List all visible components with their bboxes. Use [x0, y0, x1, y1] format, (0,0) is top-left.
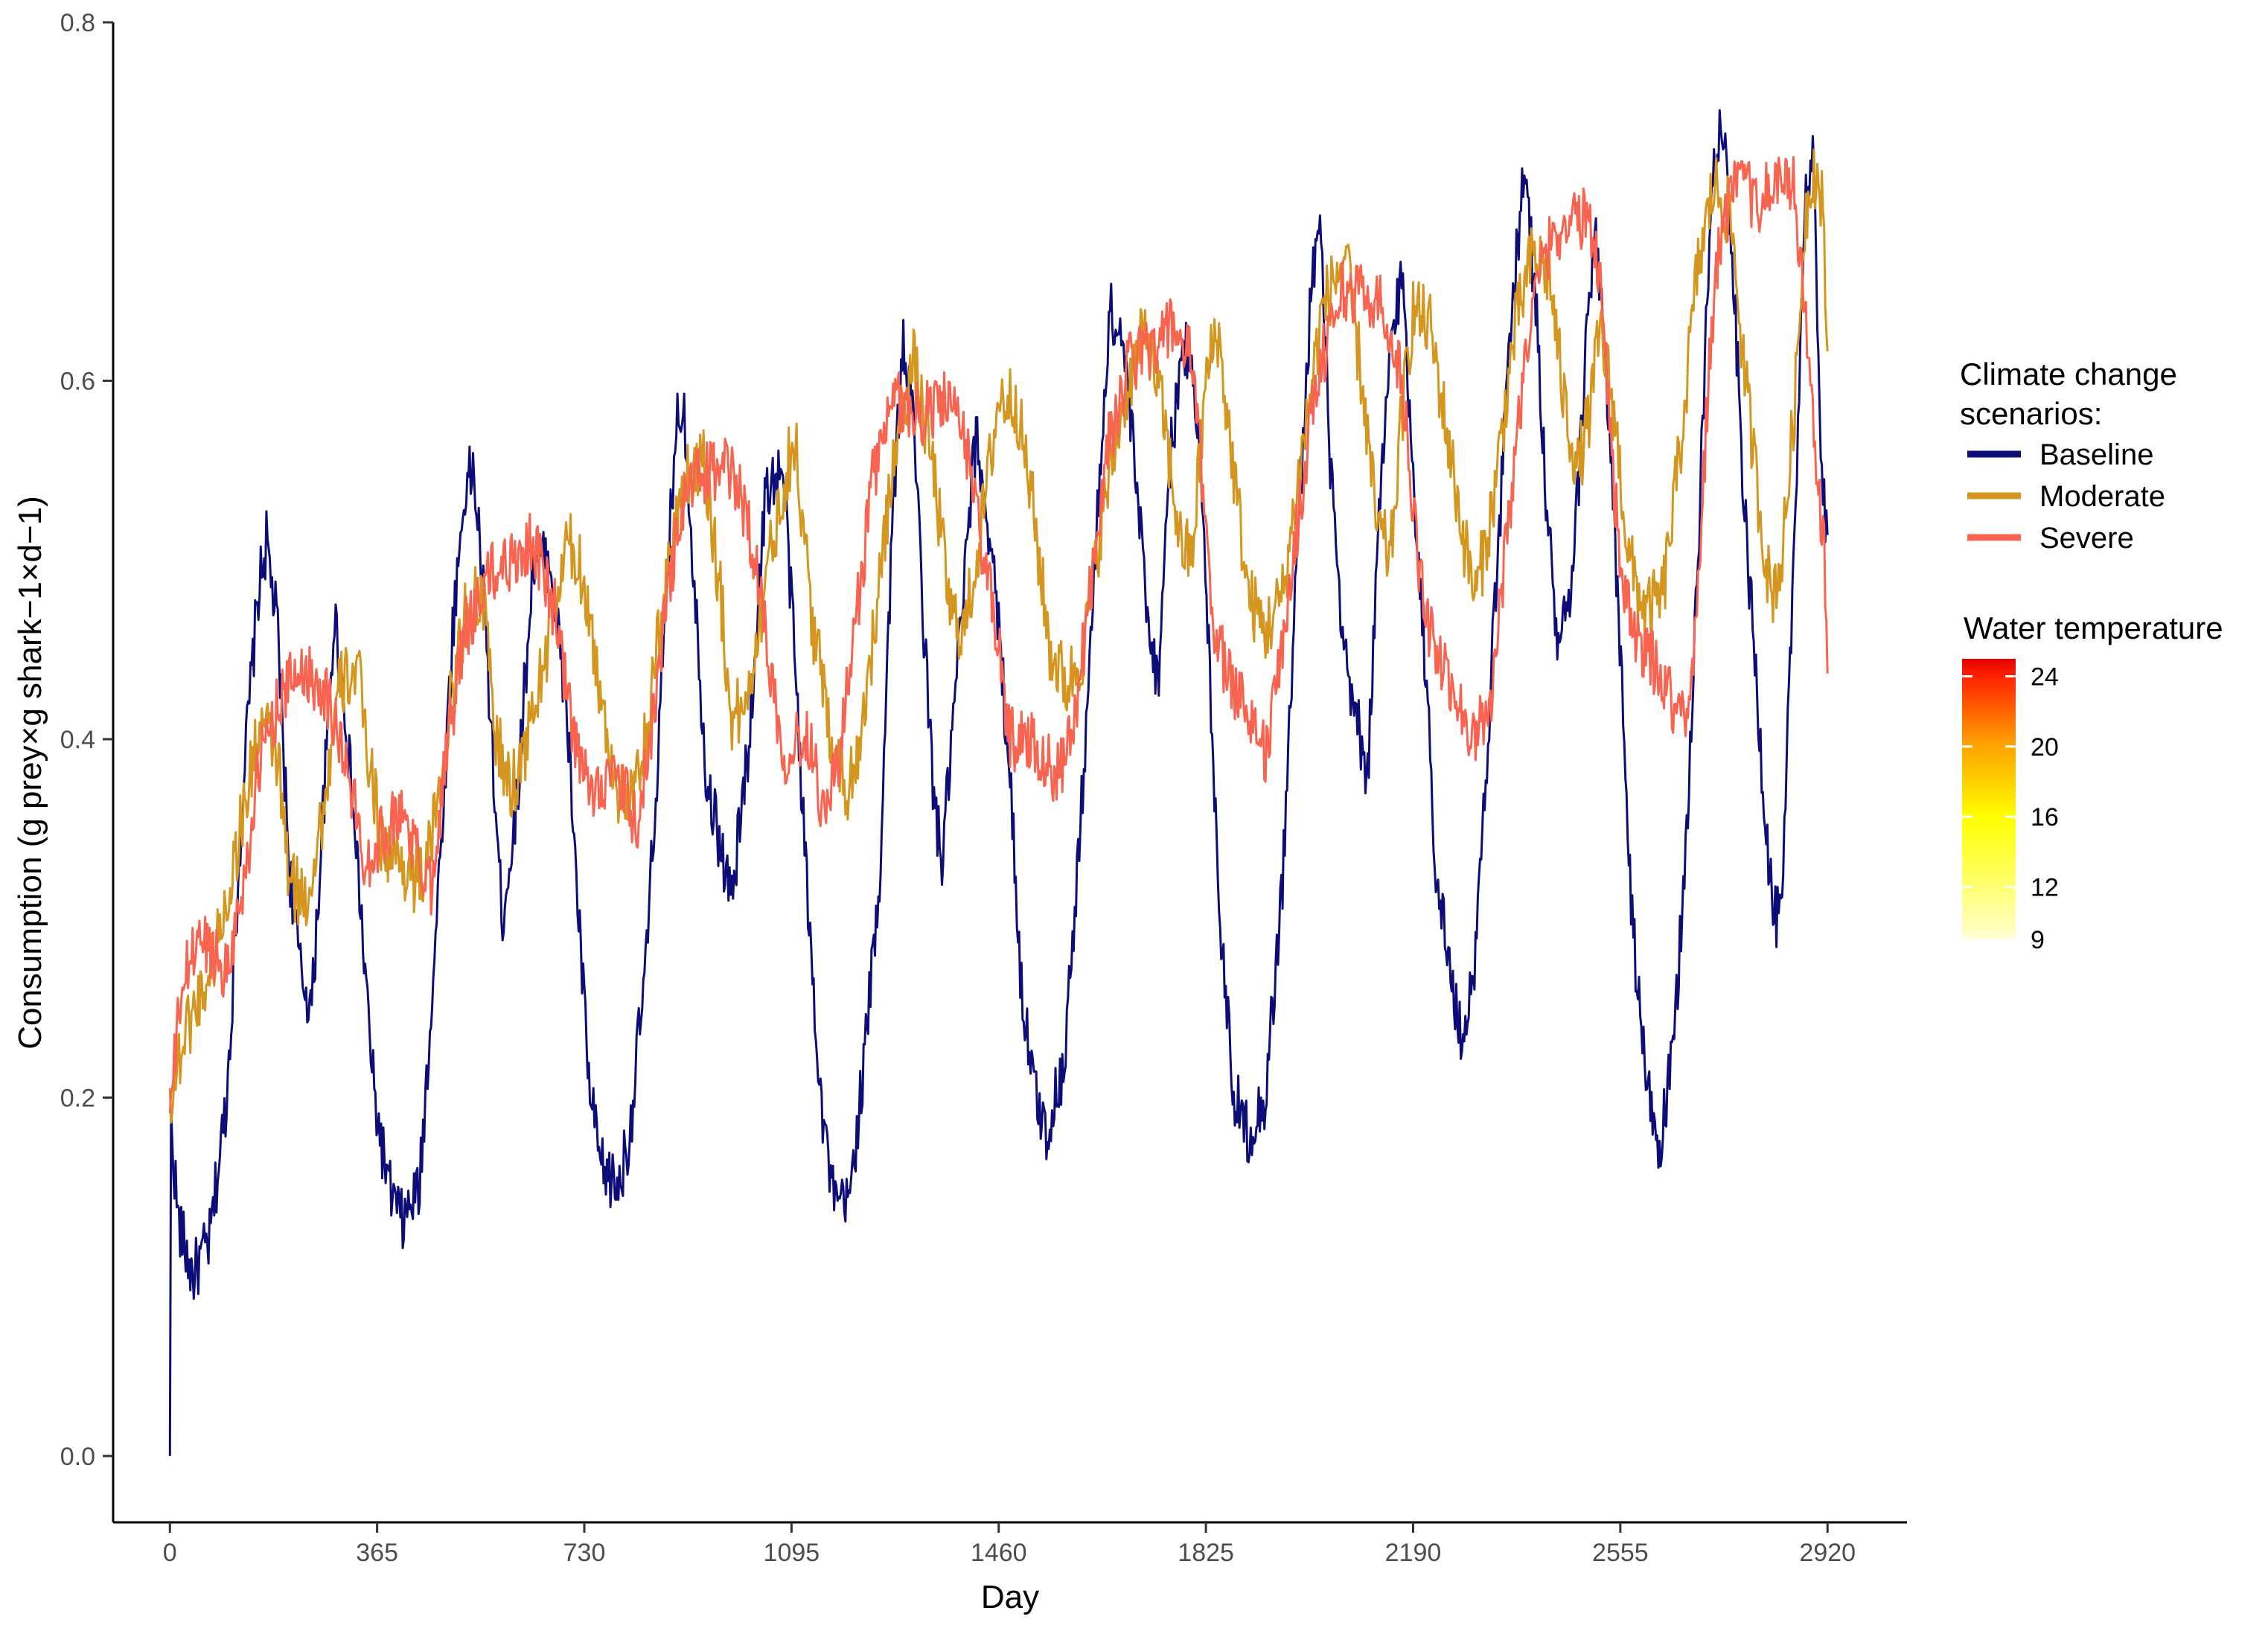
colorbar-legend: Water temperature 9 12 16 20 24: [1962, 610, 2223, 954]
legend: Climate change scenarios: Baseline Modera…: [1960, 357, 2177, 555]
x-tick-label: 2555: [1592, 1539, 1649, 1567]
x-tick-label: 0: [163, 1539, 177, 1567]
y-axis-title: Consumption (g prey×g shark−1×d−1): [12, 496, 48, 1050]
x-tick-label: 2920: [1799, 1539, 1856, 1567]
series-line-severe: [168, 156, 1829, 1114]
x-tick-label: 2190: [1385, 1539, 1442, 1567]
y-tick-label: 0.2: [60, 1084, 95, 1112]
x-axis-ticks: 0 365 730 1095 1460 1825 2190 2555 2920: [163, 1522, 1856, 1567]
series-line-baseline: [168, 109, 1829, 1456]
y-tick-label: 0.0: [60, 1443, 95, 1471]
temperature-bars: [162, 1412, 1836, 1464]
y-tick-label: 0.6: [60, 367, 95, 395]
legend-title-line-1: Climate change: [1960, 357, 2177, 392]
axes: [112, 22, 1907, 1524]
colorbar-tick-label: 16: [2031, 803, 2059, 832]
series-lines: [168, 109, 1829, 1456]
x-tick-label: 365: [356, 1539, 398, 1567]
x-tick-label: 730: [563, 1539, 606, 1567]
legend-label-baseline: Baseline: [2039, 438, 2153, 471]
colorbar-tick-label: 9: [2031, 926, 2045, 954]
legend-label-severe: Severe: [2039, 522, 2134, 555]
y-axis-ticks: 0.0 0.2 0.4 0.6 0.8: [60, 9, 113, 1471]
colorbar-tick-label: 24: [2031, 663, 2059, 692]
y-tick-label: 0.4: [60, 726, 95, 754]
colorbar-tick-label: 12: [2031, 873, 2059, 901]
legend-label-moderate: Moderate: [2039, 480, 2165, 513]
x-tick-label: 1095: [764, 1539, 820, 1567]
y-tick-label: 0.8: [60, 9, 95, 37]
colorbar-gradient: [1962, 659, 2016, 939]
x-axis-title: Day: [981, 1579, 1039, 1615]
colorbar-tick-label: 20: [2031, 733, 2059, 762]
x-tick-label: 1825: [1178, 1539, 1234, 1567]
colorbar-title: Water temperature: [1964, 610, 2223, 645]
legend-title-line-2: scenarios:: [1960, 396, 2102, 431]
x-tick-label: 1460: [971, 1539, 1027, 1567]
